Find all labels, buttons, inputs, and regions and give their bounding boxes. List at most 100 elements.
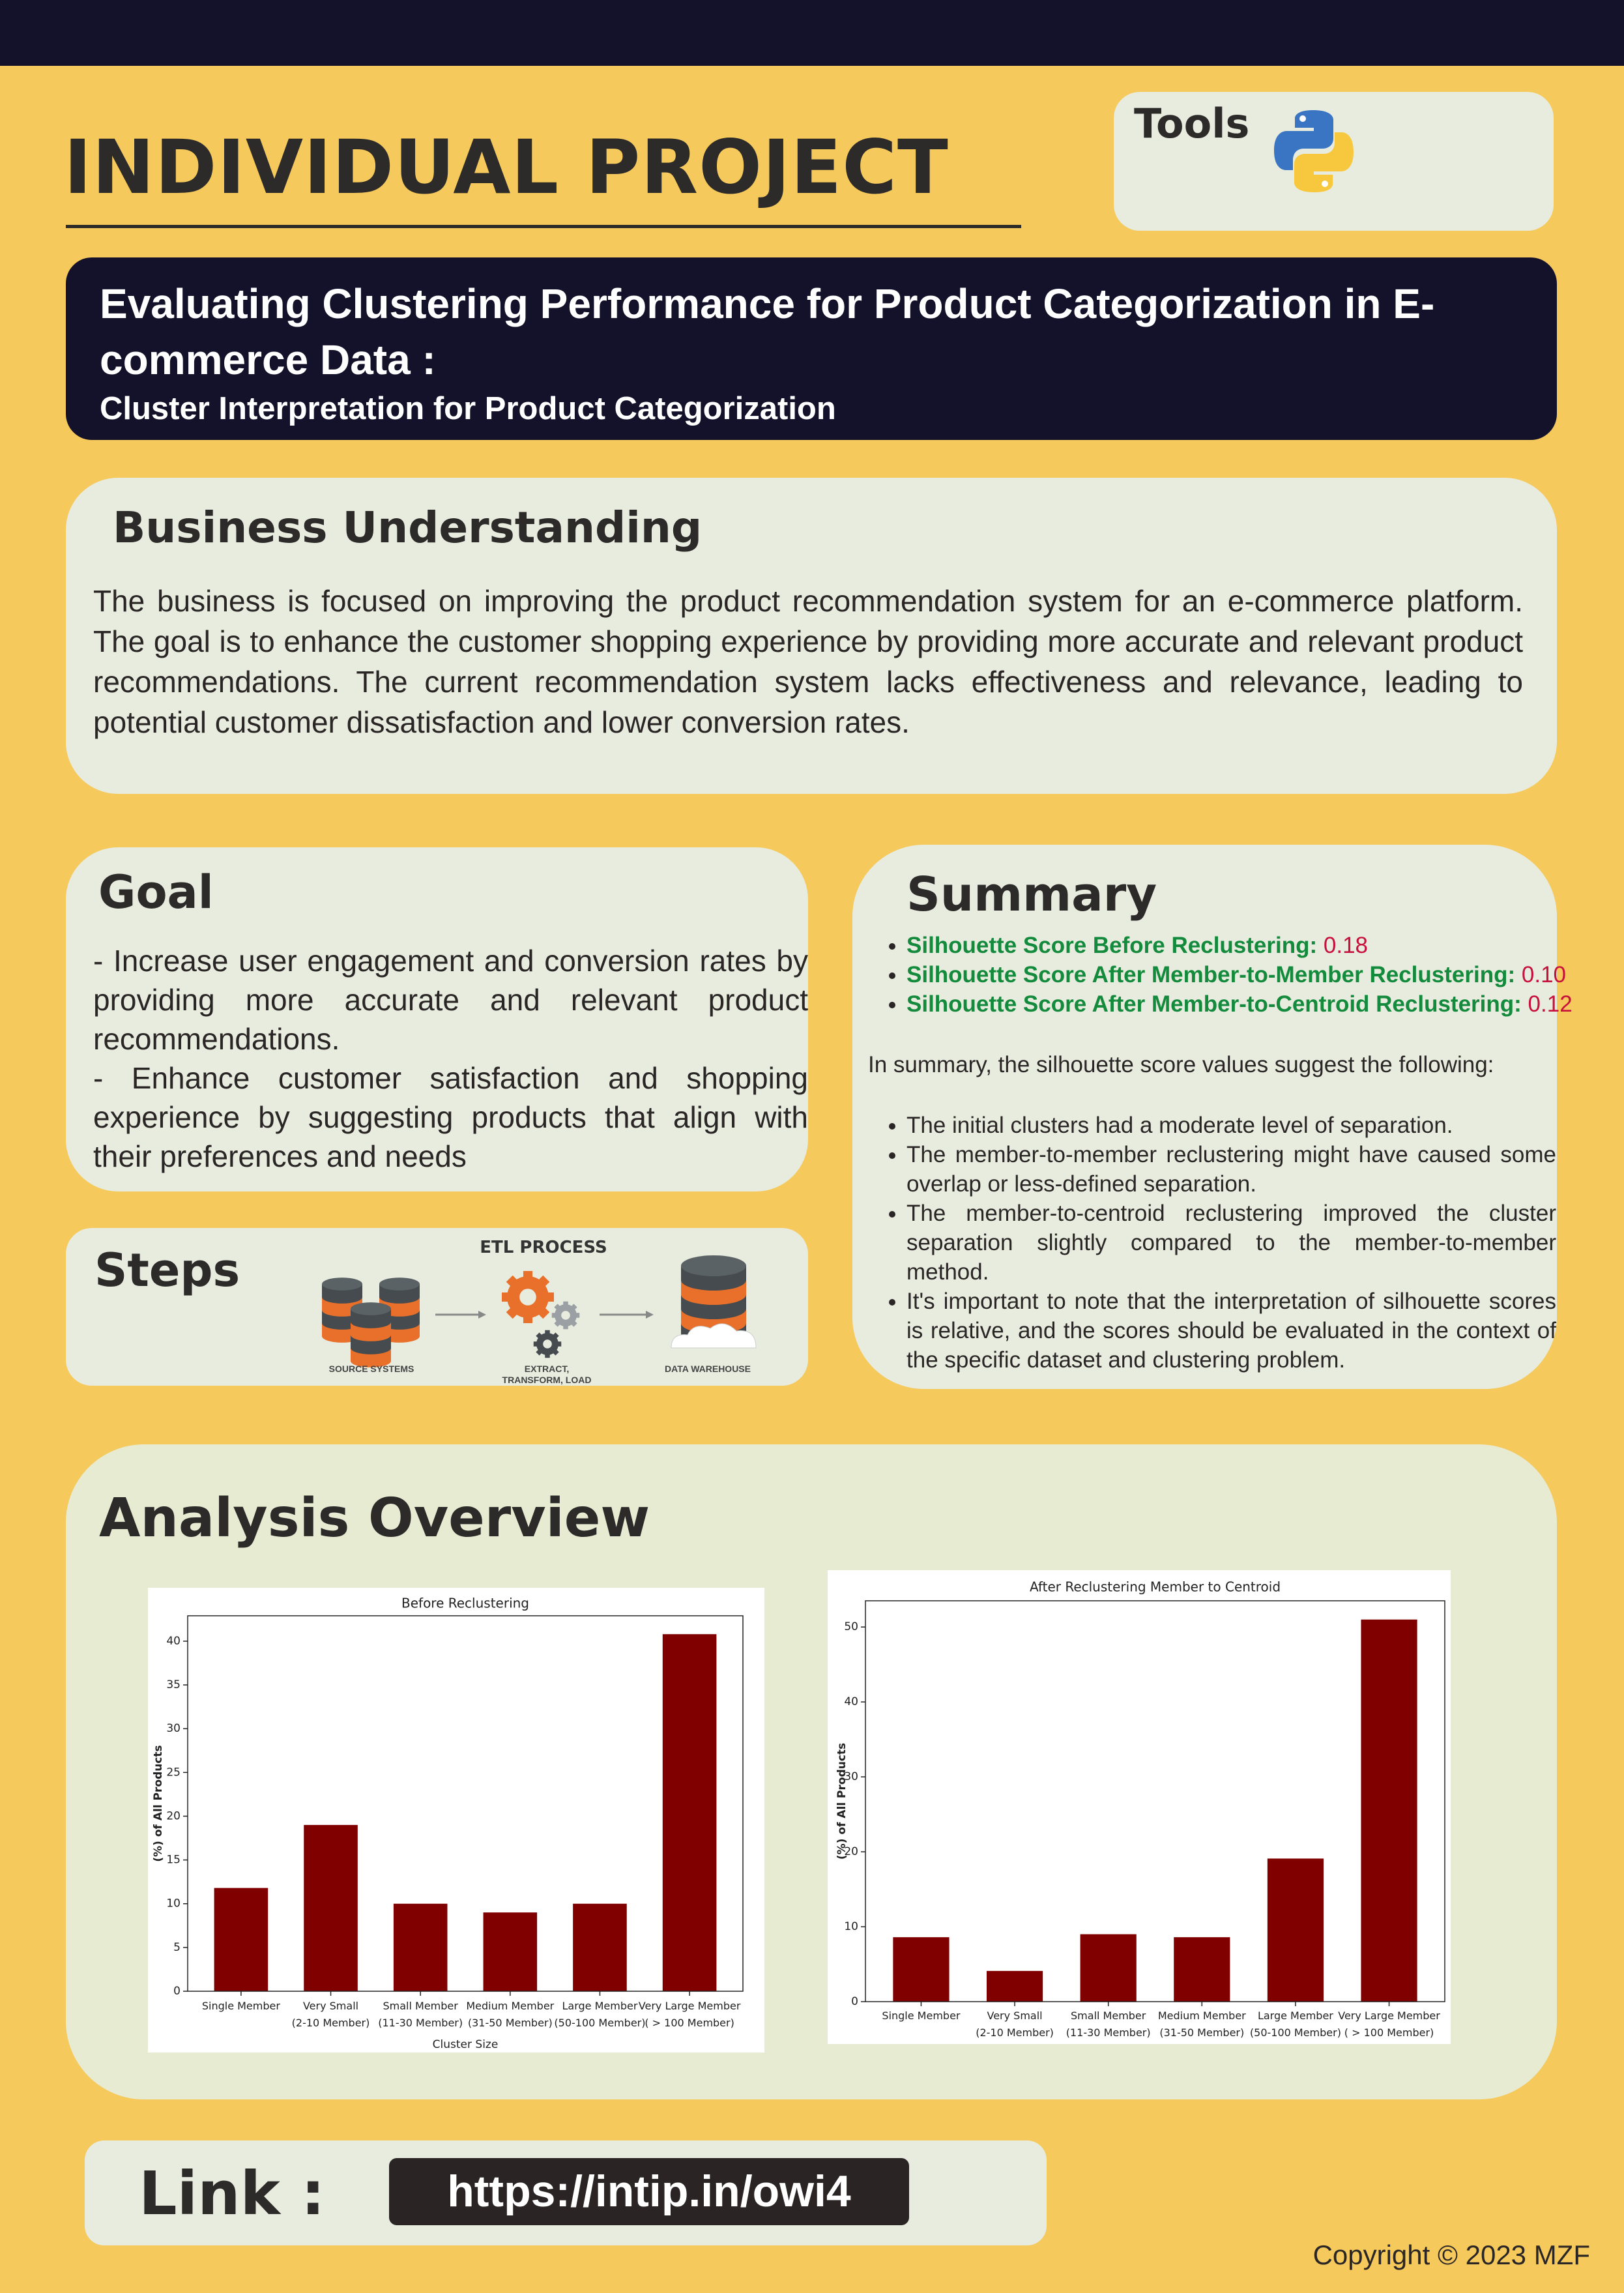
db-band-bottom	[351, 1341, 391, 1354]
chart-title: After Reclustering Member to Centroid	[1030, 1579, 1281, 1595]
db-band-bottom	[681, 1298, 746, 1319]
chart: After Reclustering Member to Centroid 0 10…	[828, 1570, 1451, 2044]
score-label: Silhouette Score After Member-to-Centroi…	[906, 991, 1522, 1017]
score-item: Silhouette Score After Member-to-Centroi…	[906, 989, 1573, 1019]
score-item: Silhouette Score Before Reclustering: 0.…	[906, 931, 1556, 960]
y-tick-label: 30	[844, 1770, 858, 1783]
etl-label: SOURCE SYSTEMS	[328, 1364, 414, 1374]
x-tick-line: (11-30 Member)	[1066, 2026, 1151, 2039]
etl-arrow-head	[478, 1311, 486, 1319]
y-axis-label: (%) of All Products	[152, 1745, 165, 1862]
goal-list: - Increase user engagement and conversio…	[93, 941, 808, 1176]
x-tick-line: (2-10 Member)	[292, 2017, 370, 2029]
title-underline	[66, 225, 1021, 228]
summary-point: The member-to-centroid reclustering impr…	[906, 1199, 1556, 1287]
gear-hole	[543, 1339, 552, 1349]
db-band-bottom	[322, 1291, 362, 1304]
db-band-bottom	[351, 1354, 391, 1367]
bar	[483, 1912, 538, 1991]
y-tick-label: 10	[844, 1920, 858, 1933]
goal-item: - Enhance customer satisfaction and shop…	[93, 1061, 808, 1173]
x-tick-label: Very Large Member ( > 100 Member)	[1338, 2009, 1440, 2039]
etl-label: DATA WAREHOUSE	[665, 1364, 751, 1374]
db-top	[322, 1278, 362, 1291]
score-item: Silhouette Score After Member-to-Member …	[906, 960, 1566, 989]
score-label: Silhouette Score Before Reclustering:	[906, 933, 1318, 958]
y-tick-label: 25	[166, 1766, 181, 1779]
goal-heading: Goal	[98, 866, 214, 919]
python-eye	[1299, 115, 1306, 122]
x-tick-label: Very Small (2-10 Member)	[292, 2000, 370, 2029]
y-tick-label: 0	[173, 1985, 181, 1998]
etl-title: ETL PROCESS	[480, 1238, 607, 1257]
score-list: Silhouette Score Before Reclustering: 0.…	[872, 931, 1573, 1019]
db-band-bottom	[351, 1315, 391, 1328]
copyright: Copyright © 2023 MZF	[1312, 2240, 1590, 2270]
x-tick-label: Single Member	[882, 2009, 961, 2022]
x-tick-line: Small Member	[383, 2000, 459, 2012]
steps-box: Steps ETL PROCESS SOURCE SYSTEMS EXTRACT…	[66, 1228, 808, 1386]
x-tick-line: Single Member	[882, 2009, 961, 2022]
x-tick-line: ( > 100 Member)	[645, 2017, 734, 2029]
x-tick-line: (50-100 Member)	[1250, 2026, 1341, 2039]
y-tick-label: 10	[166, 1897, 181, 1910]
banner-title: Evaluating Clustering Performance for Pr…	[100, 280, 1435, 383]
x-tick-line: Medium Member	[1158, 2009, 1246, 2022]
analysis-box: Analysis Overview Before Reclustering 0 5 1…	[66, 1444, 1557, 2099]
x-tick-label: Large Member (50-100 Member)	[554, 2000, 645, 2029]
cloud	[671, 1323, 757, 1349]
summary-box: Summary Silhouette Score Before Recluste…	[852, 845, 1573, 1389]
x-tick-line: (50-100 Member)	[554, 2017, 645, 2029]
bar	[393, 1903, 448, 1991]
y-tick-label: 5	[173, 1941, 181, 1954]
x-tick-line: Very Small	[987, 2009, 1043, 2022]
tools-label: Tools	[1134, 100, 1250, 147]
bar	[1174, 1937, 1230, 2002]
link-url[interactable]: https://intip.in/owi4	[389, 2158, 909, 2225]
x-tick-line: Very Small	[303, 2000, 358, 2012]
db-top	[681, 1255, 746, 1276]
analysis-heading: Analysis Overview	[99, 1487, 650, 1549]
summary-intro: In summary, the silhouette score values …	[868, 1052, 1494, 1077]
summary-point: The member-to-member reclustering might …	[906, 1140, 1556, 1199]
summary-point: The initial clusters had a moderate leve…	[906, 1111, 1556, 1140]
bar	[304, 1824, 358, 1991]
bar	[893, 1937, 950, 2002]
goal-item: - Increase user engagement and conversio…	[93, 944, 808, 1056]
x-tick-label: Medium Member (31-50 Member)	[466, 2000, 554, 2029]
bar	[1267, 1858, 1324, 2002]
x-tick-label: Medium Member (31-50 Member)	[1158, 2009, 1246, 2039]
db-band-bottom	[681, 1270, 746, 1291]
y-tick-label: 30	[166, 1722, 181, 1735]
x-tick-line: ( > 100 Member)	[1344, 2026, 1434, 2039]
db-band-bottom	[379, 1291, 420, 1304]
db-band-bottom	[351, 1328, 391, 1341]
page-title: INDIVIDUAL PROJECT	[64, 124, 949, 211]
y-tick-label: 15	[166, 1854, 181, 1867]
x-tick-line: (31-50 Member)	[468, 2017, 553, 2029]
db-band-bottom	[681, 1284, 746, 1305]
score-value: 0.12	[1528, 991, 1573, 1017]
banner: Evaluating Clustering Performance for Pr…	[66, 257, 1557, 440]
bar	[214, 1888, 268, 1991]
score-value: 0.10	[1521, 962, 1566, 987]
x-tick-line: Medium Member	[466, 2000, 554, 2012]
python-eye	[1322, 181, 1328, 187]
gear-hole	[561, 1311, 570, 1320]
bar	[662, 1634, 717, 1991]
steps-heading: Steps	[94, 1244, 240, 1297]
top-bar	[0, 0, 1624, 66]
gear-hole	[519, 1289, 536, 1306]
business-box: Business Understanding The business is f…	[66, 478, 1557, 794]
summary-heading: Summary	[906, 867, 1157, 922]
x-tick-line: Very Large Member	[639, 2000, 741, 2012]
x-tick-label: Large Member (50-100 Member)	[1250, 2009, 1341, 2039]
x-tick-label: Single Member	[202, 2000, 281, 2012]
chart-title: Before Reclustering	[401, 1596, 529, 1611]
python-blue	[1274, 110, 1334, 171]
bar	[1361, 1619, 1417, 2002]
etl-label: EXTRACT, TRANSFORM, LOAD	[502, 1364, 592, 1385]
python-yellow	[1294, 132, 1354, 192]
x-tick-line: Single Member	[202, 2000, 281, 2012]
